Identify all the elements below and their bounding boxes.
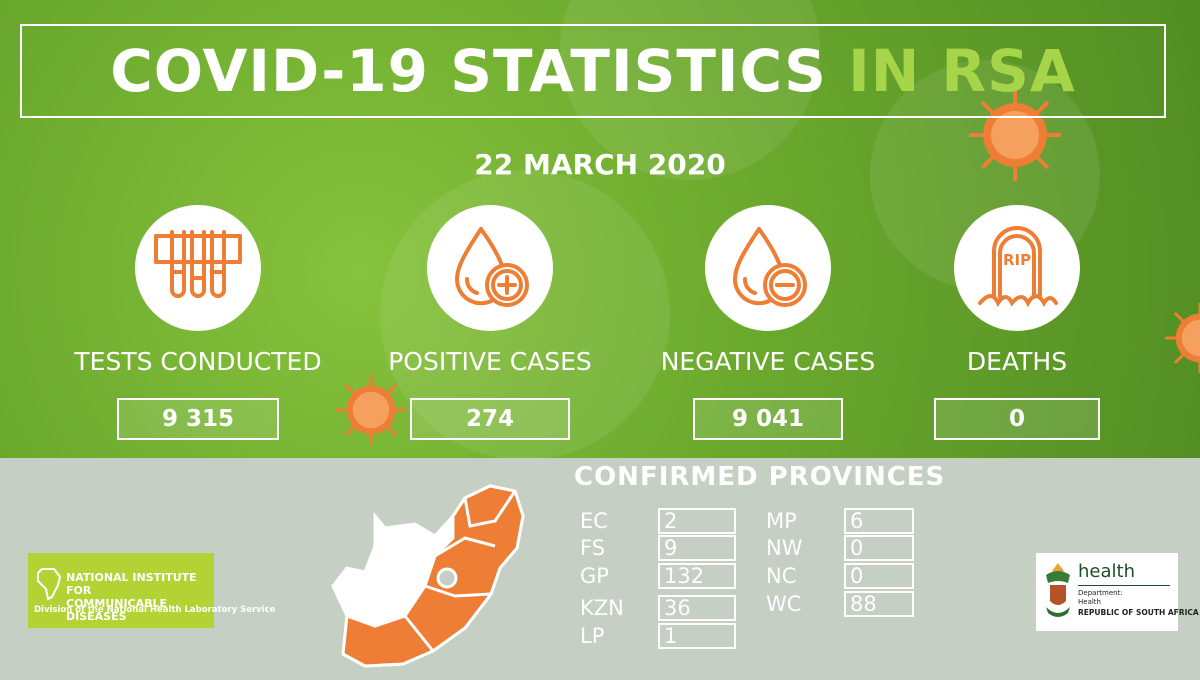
- province-code: KZN: [580, 596, 624, 620]
- province-count: 88: [844, 591, 914, 617]
- orange-virus-icon: [969, 89, 1061, 181]
- coat-of-arms-icon: [1046, 563, 1070, 617]
- stat-label: POSITIVE CASES: [388, 347, 592, 376]
- tombstone-icon: RIP: [978, 226, 1058, 308]
- province-row: LP 1: [580, 623, 736, 649]
- blood-drop-minus-icon: [732, 227, 807, 307]
- province-count: 0: [844, 563, 914, 589]
- nicd-logo: NATIONAL INSTITUTE FOR COMMUNICABLE DISE…: [28, 553, 275, 628]
- title-box: COVID-19 STATISTICS IN RSA: [20, 24, 1166, 118]
- nicd-line2: COMMUNICABLE DISEASES: [66, 597, 168, 623]
- health-republic: REPUBLIC OF SOUTH AFRICA: [1078, 608, 1199, 617]
- health-dept: Department: Health: [1078, 589, 1123, 607]
- province-row: KZN 36: [580, 595, 736, 621]
- icon-circle: [705, 205, 831, 331]
- health-dept-line1: Department:: [1078, 589, 1123, 597]
- province-row: WC 88: [766, 591, 914, 617]
- province-count: 9: [658, 535, 736, 561]
- icon-circle: RIP: [954, 205, 1080, 331]
- stat-value: 274: [410, 398, 570, 440]
- province-count: 132: [658, 563, 736, 589]
- title-main: COVID-19 STATISTICS: [110, 37, 827, 105]
- province-count: 6: [844, 508, 914, 534]
- stat-value: 9 315: [117, 398, 279, 440]
- stat-deaths: RIP DEATHS 0: [887, 205, 1147, 440]
- province-code: EC: [580, 509, 608, 533]
- nicd-line1: NATIONAL INSTITUTE FOR: [66, 571, 197, 597]
- stat-label: DEATHS: [966, 347, 1068, 376]
- south-africa-map-icon: [331, 484, 525, 668]
- health-divider: [1078, 585, 1170, 586]
- health-dept-line2: Health: [1078, 598, 1101, 606]
- tombstone-text: RIP: [1003, 251, 1031, 269]
- province-row: MP 6: [766, 508, 914, 534]
- blood-drop-plus-icon: [454, 227, 529, 307]
- icon-circle: [427, 205, 553, 331]
- nicd-subtitle: Division of the National Health Laborato…: [34, 605, 276, 615]
- stat-tests-conducted: TESTS CONDUCTED 9 315: [68, 205, 328, 440]
- province-code: WC: [766, 592, 802, 616]
- stat-value: 9 041: [693, 398, 843, 440]
- province-code: NW: [766, 536, 803, 560]
- stat-label: NEGATIVE CASES: [660, 347, 876, 376]
- icon-circle: [135, 205, 261, 331]
- health-department-logo: health Department: Health REPUBLIC OF SO…: [1036, 553, 1199, 631]
- province-code: NC: [766, 564, 797, 588]
- orange-virus-icon: [1165, 303, 1200, 373]
- province-code: FS: [580, 536, 606, 560]
- health-word: health: [1078, 561, 1135, 582]
- province-row: FS 9: [580, 535, 736, 561]
- province-row: NC 0: [766, 563, 914, 589]
- stat-negative-cases: NEGATIVE CASES 9 041: [638, 205, 898, 440]
- title-accent: IN RSA: [848, 37, 1076, 105]
- province-row: GP 132: [580, 563, 736, 589]
- stat-positive-cases: POSITIVE CASES 274: [360, 205, 620, 440]
- province-count: 1: [658, 623, 736, 649]
- stat-value: 0: [934, 398, 1100, 440]
- province-code: GP: [580, 564, 609, 588]
- province-count: 36: [658, 595, 736, 621]
- page-title: COVID-19 STATISTICS IN RSA: [110, 37, 1076, 105]
- test-tubes-icon: [154, 230, 242, 298]
- orange-virus-icon: [336, 375, 406, 445]
- province-count: 0: [844, 535, 914, 561]
- province-row: NW 0: [766, 535, 914, 561]
- provinces-title: CONFIRMED PROVINCES: [574, 462, 946, 492]
- province-code: LP: [580, 624, 605, 648]
- nicd-name: NATIONAL INSTITUTE FOR COMMUNICABLE DISE…: [66, 571, 212, 623]
- africa-icon: [37, 568, 62, 601]
- report-date: 22 MARCH 2020: [474, 148, 726, 181]
- province-count: 2: [658, 508, 736, 534]
- province-row: EC 2: [580, 508, 736, 534]
- stat-label: TESTS CONDUCTED: [74, 347, 322, 376]
- province-code: MP: [766, 509, 797, 533]
